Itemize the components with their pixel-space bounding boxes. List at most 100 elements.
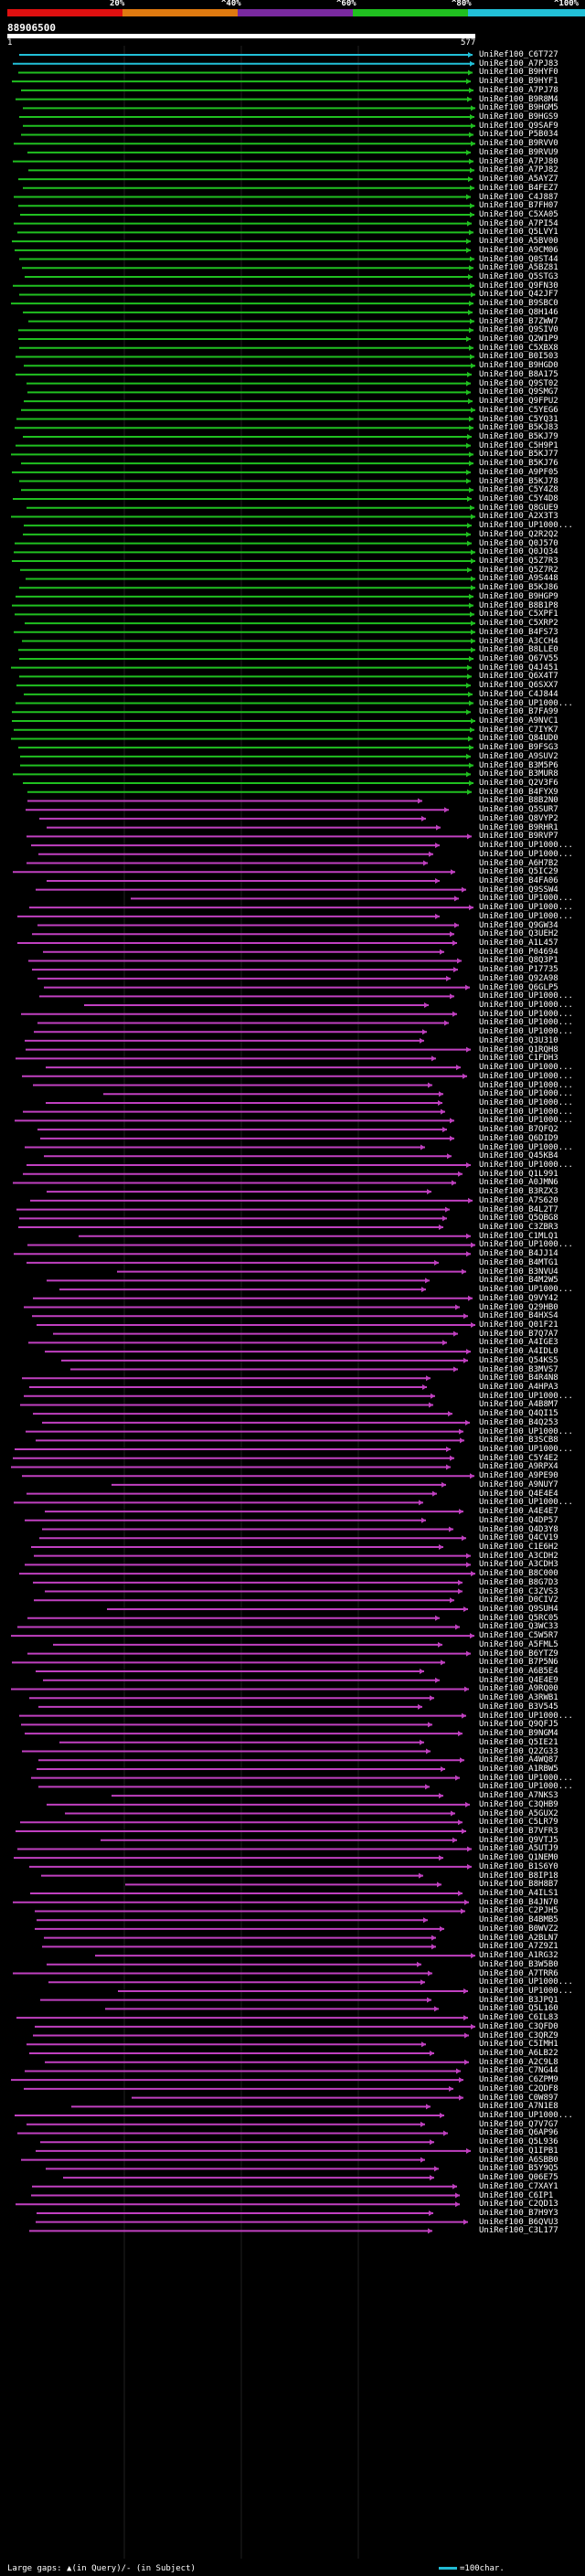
hit-label[interactable]: UniRef100_C1E6H2 xyxy=(479,1542,558,1552)
hit-label[interactable]: UniRef100_B7FH07 xyxy=(479,201,558,211)
hit-label[interactable]: UniRef100_B6QVU3 xyxy=(479,2217,558,2227)
hit-label[interactable]: UniRef100_UP1000... xyxy=(479,1009,573,1019)
hit-label[interactable]: UniRef100_B7FA99 xyxy=(479,707,558,717)
hit-label[interactable]: UniRef100_B4M2W5 xyxy=(479,1276,558,1286)
hit-label[interactable]: UniRef100_A5BZ81 xyxy=(479,263,558,273)
hit-label[interactable]: UniRef100_Q5RC05 xyxy=(479,1613,558,1623)
hit-label[interactable]: UniRef100_Q9QFJ5 xyxy=(479,1720,558,1730)
hit-label[interactable]: UniRef100_C5Y4E2 xyxy=(479,1453,558,1463)
hit-label[interactable]: UniRef100_C5XPF1 xyxy=(479,610,558,620)
hit-label[interactable]: UniRef100_A3RWB1 xyxy=(479,1693,558,1703)
hit-label[interactable]: UniRef100_UP1000... xyxy=(479,1445,573,1455)
hit-label[interactable]: UniRef100_B7VFR3 xyxy=(479,1827,558,1836)
hit-label[interactable]: UniRef100_A4E4E7 xyxy=(479,1507,558,1517)
hit-label[interactable]: UniRef100_C3ZBR3 xyxy=(479,1223,558,1233)
hit-label[interactable]: UniRef100_C5XRP2 xyxy=(479,619,558,629)
hit-label[interactable]: UniRef100_UP1000... xyxy=(479,1027,573,1037)
hit-label[interactable]: UniRef100_B3JPQ1 xyxy=(479,1995,558,2005)
hit-label[interactable]: UniRef100_C5H9P1 xyxy=(479,440,558,451)
hit-label[interactable]: UniRef100_Q84UD0 xyxy=(479,734,558,744)
hit-label[interactable]: UniRef100_B7ZWW7 xyxy=(479,316,558,326)
hit-label[interactable]: UniRef100_Q2ZG33 xyxy=(479,1746,558,1756)
hit-label[interactable]: UniRef100_A6B5E4 xyxy=(479,1667,558,1677)
hit-label[interactable]: UniRef100_B5KJ79 xyxy=(479,431,558,441)
hit-label[interactable]: UniRef100_Q5LVY1 xyxy=(479,228,558,238)
hit-label[interactable]: UniRef100_Q9SMG7 xyxy=(479,387,558,398)
hit-label[interactable]: UniRef100_A2X3T3 xyxy=(479,512,558,522)
hit-label[interactable]: UniRef100_UP1000... xyxy=(479,841,573,851)
hit-label[interactable]: UniRef100_Q29HB0 xyxy=(479,1302,558,1312)
hit-label[interactable]: UniRef100_A4ILS1 xyxy=(479,1889,558,1899)
hit-label[interactable]: UniRef100_UP1000... xyxy=(479,903,573,913)
hit-label[interactable]: UniRef100_B8C000 xyxy=(479,1569,558,1579)
hit-label[interactable]: UniRef100_C5IMH1 xyxy=(479,2040,558,2050)
hit-label[interactable]: UniRef100_Q6SXX7 xyxy=(479,681,558,691)
hit-label[interactable]: UniRef100_C5Y4Z8 xyxy=(479,485,558,495)
hit-label[interactable]: UniRef100_A9RPX4 xyxy=(479,1462,558,1472)
hit-label[interactable]: UniRef100_B5KJ76 xyxy=(479,459,558,469)
hit-label[interactable]: UniRef100_Q9VTJ5 xyxy=(479,1835,558,1845)
hit-label[interactable]: UniRef100_B0I503 xyxy=(479,352,558,362)
hit-label[interactable]: UniRef100_C5LR79 xyxy=(479,1818,558,1828)
hit-label[interactable]: UniRef100_Q5QBG8 xyxy=(479,1214,558,1224)
hit-label[interactable]: UniRef100_Q0J570 xyxy=(479,538,558,548)
hit-label[interactable]: UniRef100_B4FA06 xyxy=(479,875,558,885)
hit-label[interactable]: UniRef100_Q5L936 xyxy=(479,2137,558,2147)
hit-label[interactable]: UniRef100_B9HGP9 xyxy=(479,591,558,601)
hit-label[interactable]: UniRef100_C5XA05 xyxy=(479,209,558,219)
hit-label[interactable]: UniRef100_UP1000... xyxy=(479,1018,573,1028)
hit-label[interactable]: UniRef100_Q9SIV0 xyxy=(479,325,558,335)
hit-label[interactable]: UniRef100_A5UTJ9 xyxy=(479,1844,558,1854)
hit-label[interactable]: UniRef100_Q06E75 xyxy=(479,2173,558,2183)
hit-label[interactable]: UniRef100_P04694 xyxy=(479,947,558,957)
hit-label[interactable]: UniRef100_A9SUV2 xyxy=(479,751,558,761)
hit-label[interactable]: UniRef100_B4JN70 xyxy=(479,1897,558,1907)
hit-label[interactable]: UniRef100_C0W897 xyxy=(479,2093,558,2103)
hit-label[interactable]: UniRef100_C1FDH3 xyxy=(479,1054,558,1064)
hit-label[interactable]: UniRef100_C5XBX8 xyxy=(479,343,558,353)
hit-label[interactable]: UniRef100_C5YEG6 xyxy=(479,405,558,415)
hit-label[interactable]: UniRef100_A9S448 xyxy=(479,574,558,584)
hit-label[interactable]: UniRef100_B5KJ77 xyxy=(479,450,558,460)
hit-label[interactable]: UniRef100_Q3U310 xyxy=(479,1035,558,1045)
hit-label[interactable]: UniRef100_Q54KS5 xyxy=(479,1355,558,1365)
hit-label[interactable]: UniRef100_B3NVU4 xyxy=(479,1267,558,1277)
hit-label[interactable]: UniRef100_A4IGE3 xyxy=(479,1338,558,1348)
hit-label[interactable]: UniRef100_Q9SSW4 xyxy=(479,885,558,895)
hit-label[interactable]: UniRef100_UP1000... xyxy=(479,1089,573,1099)
hit-label[interactable]: UniRef100_UP1000... xyxy=(479,1001,573,1011)
hit-label[interactable]: UniRef100_Q4E4E4 xyxy=(479,1489,558,1499)
hit-label[interactable]: UniRef100_A9PE90 xyxy=(479,1471,558,1481)
hit-label[interactable]: UniRef100_A7PI54 xyxy=(479,218,558,228)
hit-label[interactable]: UniRef100_C2PJH5 xyxy=(479,1906,558,1916)
hit-label[interactable]: UniRef100_UP1000... xyxy=(479,1977,573,1988)
hit-label[interactable]: UniRef100_Q3WC33 xyxy=(479,1622,558,1632)
hit-label[interactable]: UniRef100_C5YQ31 xyxy=(479,414,558,424)
hit-label[interactable]: UniRef100_C6T727 xyxy=(479,50,558,59)
hit-label[interactable]: UniRef100_Q67V55 xyxy=(479,653,558,663)
hit-label[interactable]: UniRef100_B3V545 xyxy=(479,1701,558,1712)
hit-label[interactable]: UniRef100_A7S620 xyxy=(479,1195,558,1205)
hit-label[interactable]: UniRef100_Q9VY42 xyxy=(479,1293,558,1303)
hit-label[interactable]: UniRef100_A4WQ87 xyxy=(479,1755,558,1765)
hit-label[interactable]: UniRef100_UP1000... xyxy=(479,1773,573,1783)
hit-label[interactable]: UniRef100_A7PJ78 xyxy=(479,85,558,95)
hit-label[interactable]: UniRef100_B8H8B7 xyxy=(479,1880,558,1890)
hit-label[interactable]: UniRef100_B4FS73 xyxy=(479,627,558,637)
hit-label[interactable]: UniRef100_Q4QI15 xyxy=(479,1409,558,1419)
hit-label[interactable]: UniRef100_A9PF05 xyxy=(479,467,558,477)
hit-label[interactable]: UniRef100_A1L457 xyxy=(479,938,558,948)
hit-label[interactable]: UniRef100_C6IP1 xyxy=(479,2190,554,2200)
hit-label[interactable]: UniRef100_Q1RQH8 xyxy=(479,1044,558,1055)
hit-label[interactable]: UniRef100_UP1000... xyxy=(479,1142,573,1152)
hit-label[interactable]: UniRef100_Q8VYP2 xyxy=(479,813,558,823)
hit-label[interactable]: UniRef100_Q0ST44 xyxy=(479,254,558,264)
hit-label[interactable]: UniRef100_Q4DP57 xyxy=(479,1515,558,1525)
hit-label[interactable]: UniRef100_B9FSG3 xyxy=(479,743,558,753)
hit-label[interactable]: UniRef100_B3MVS7 xyxy=(479,1364,558,1374)
hit-label[interactable]: UniRef100_A2C9L8 xyxy=(479,2057,558,2067)
hit-label[interactable]: UniRef100_Q5L160 xyxy=(479,2004,558,2014)
hit-label[interactable]: UniRef100_A3CCH4 xyxy=(479,636,558,646)
hit-label[interactable]: UniRef100_Q9GW34 xyxy=(479,920,558,930)
hit-label[interactable]: UniRef100_B8B2N0 xyxy=(479,796,558,806)
